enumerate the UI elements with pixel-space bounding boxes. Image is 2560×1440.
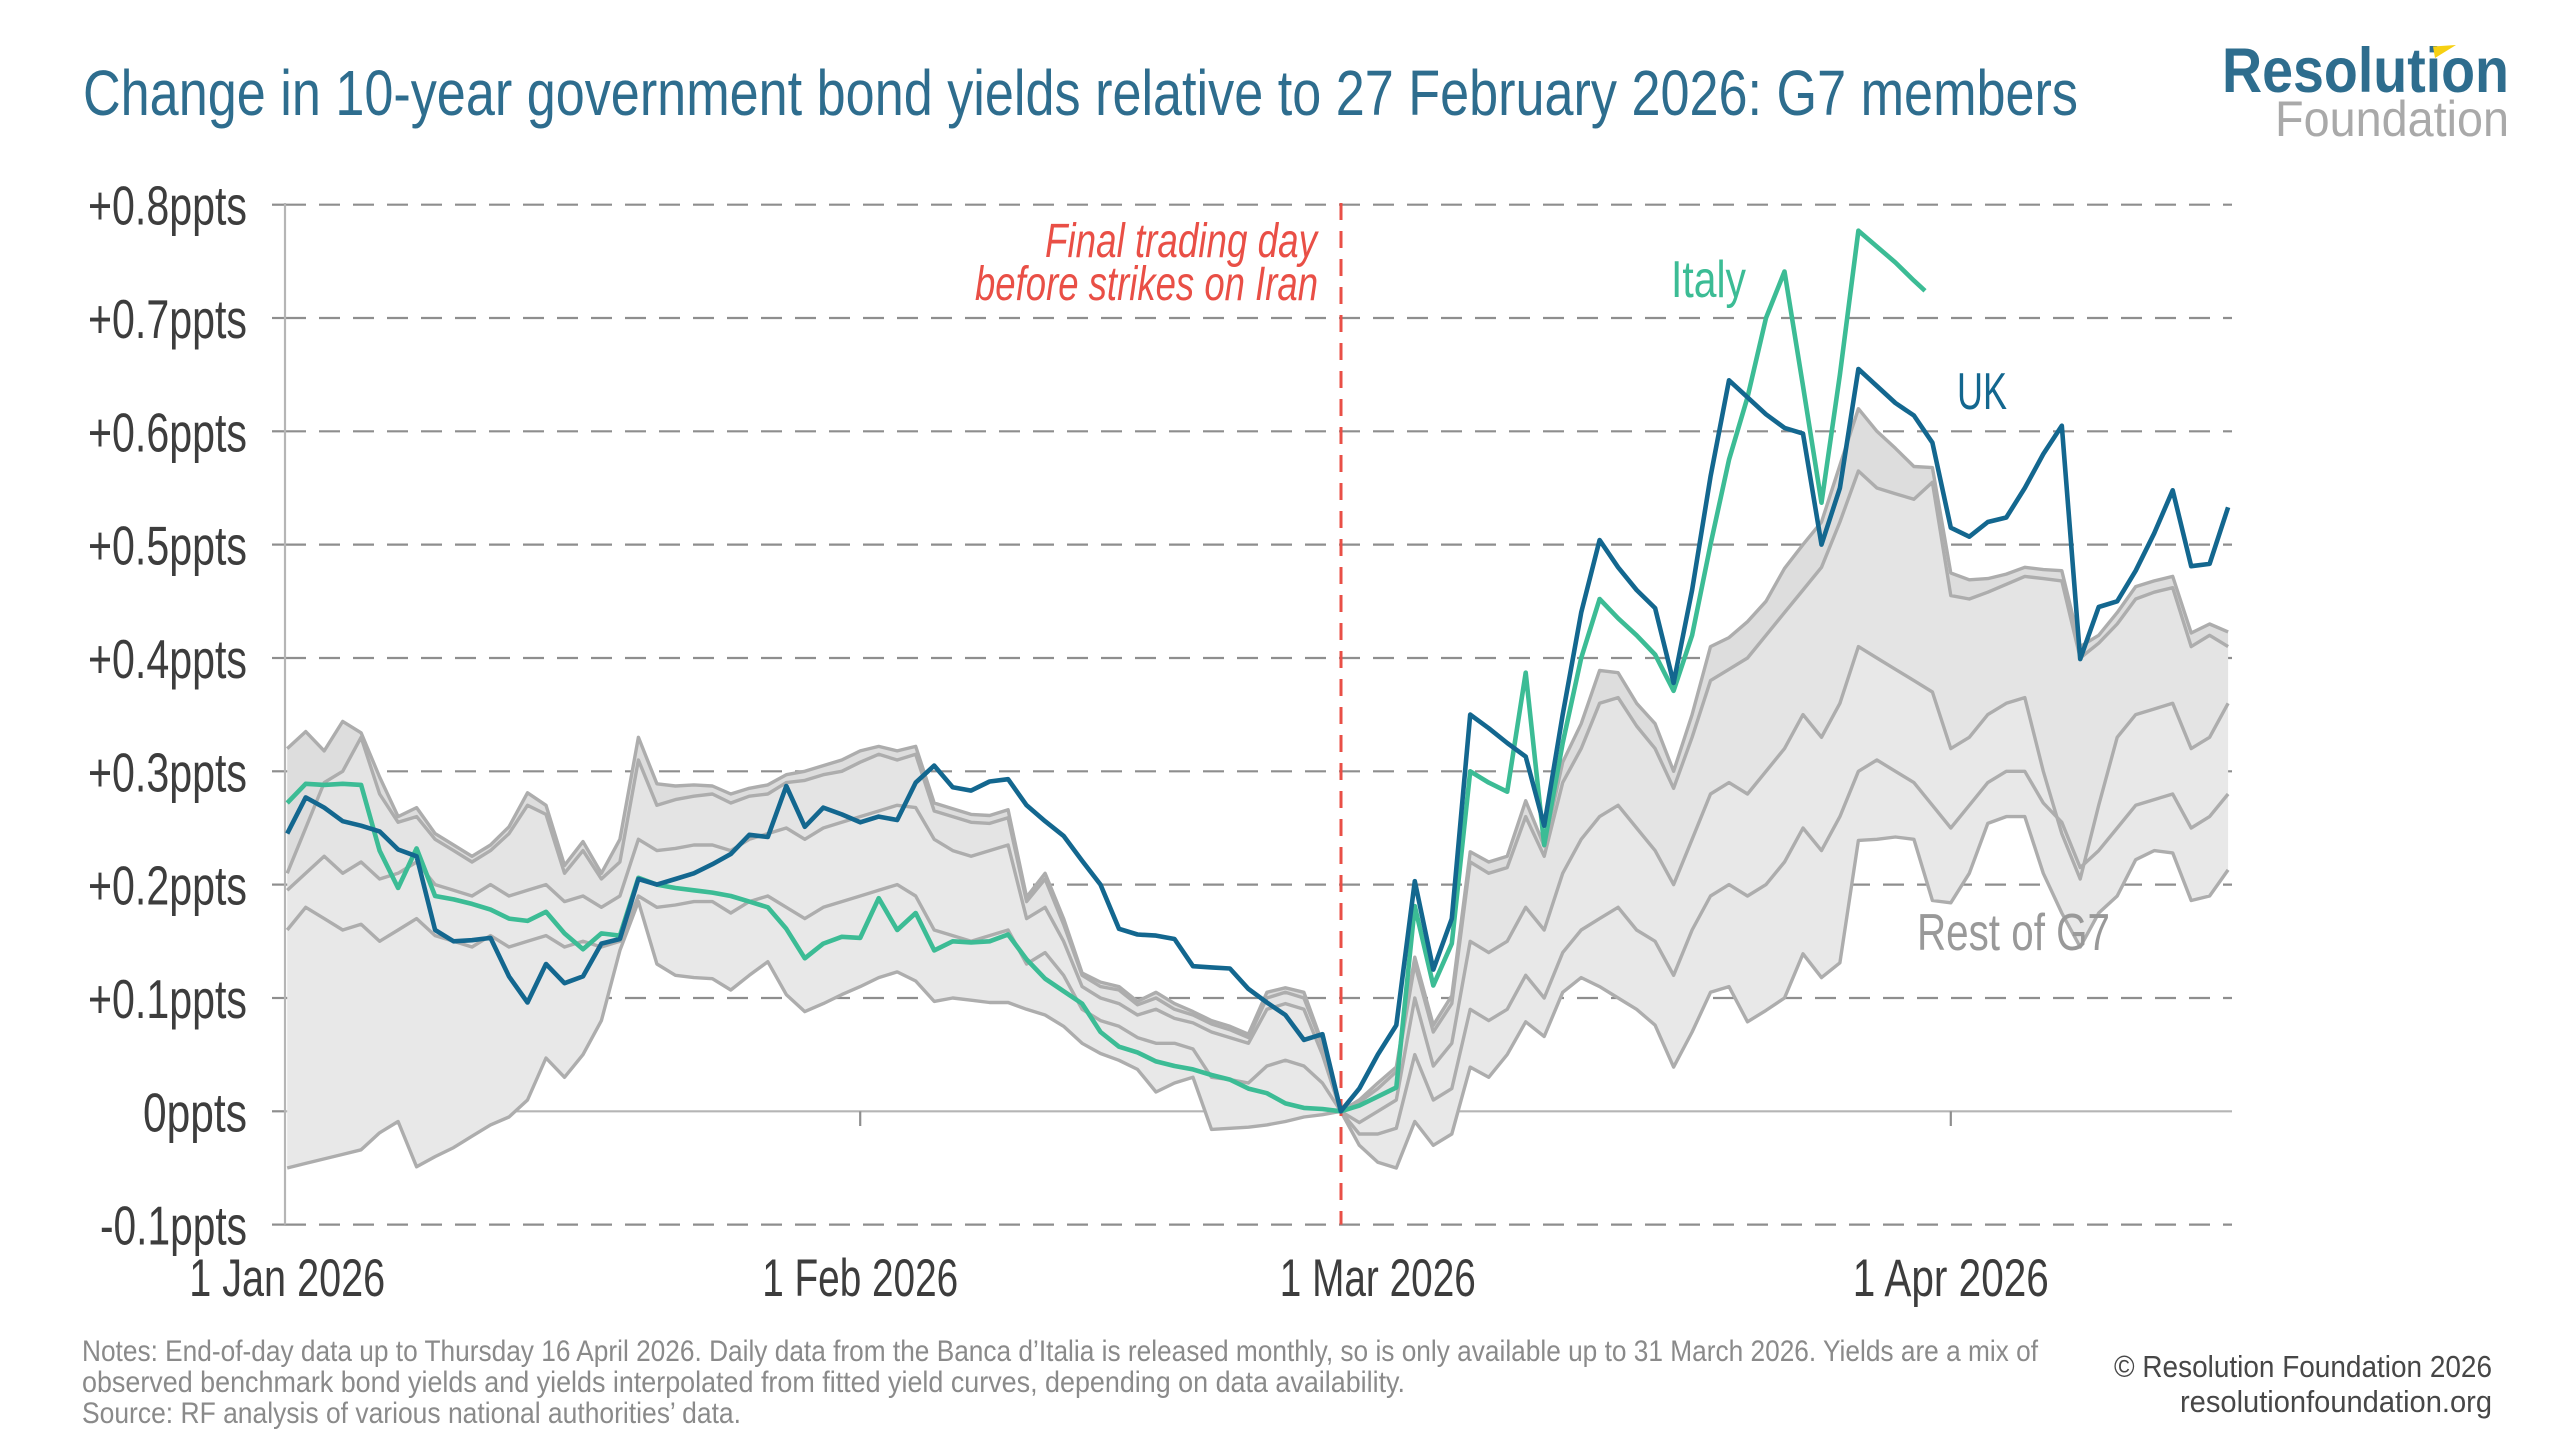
- svg-text:+0.4ppts: +0.4ppts: [88, 628, 247, 690]
- svg-text:1 Apr 2026: 1 Apr 2026: [1853, 1249, 2049, 1308]
- svg-text:resolutionfoundation.org: resolutionfoundation.org: [2180, 1384, 2492, 1419]
- svg-text:1 Jan 2026: 1 Jan 2026: [189, 1249, 385, 1308]
- svg-text:+0.3ppts: +0.3ppts: [88, 741, 247, 803]
- svg-text:Final trading day: Final trading day: [1045, 215, 1319, 268]
- svg-text:Rest of G7: Rest of G7: [1917, 904, 2110, 962]
- svg-text:Foundation: Foundation: [2275, 91, 2509, 147]
- svg-text:0ppts: 0ppts: [143, 1081, 247, 1143]
- svg-text:before strikes on Iran: before strikes on Iran: [975, 258, 1318, 311]
- svg-text:+0.6ppts: +0.6ppts: [88, 401, 247, 463]
- svg-text:+0.7ppts: +0.7ppts: [88, 288, 247, 350]
- svg-text:+0.1ppts: +0.1ppts: [88, 968, 247, 1030]
- svg-text:Notes: End-of-day data up to T: Notes: End-of-day data up to Thursday 16…: [82, 1335, 2039, 1368]
- svg-text:+0.8ppts: +0.8ppts: [88, 175, 247, 237]
- svg-text:+0.5ppts: +0.5ppts: [88, 515, 247, 577]
- svg-text:Italy: Italy: [1671, 251, 1746, 309]
- svg-text:Resolution: Resolution: [2222, 36, 2509, 106]
- svg-text:Change in 10-year government b: Change in 10-year government bond yields…: [83, 57, 2078, 129]
- svg-text:UK: UK: [1957, 363, 2007, 421]
- svg-text:observed benchmark bond yields: observed benchmark bond yields and yield…: [82, 1366, 1405, 1399]
- svg-text:1 Feb 2026: 1 Feb 2026: [762, 1249, 958, 1308]
- svg-text:Source: RF analysis of various: Source: RF analysis of various national …: [82, 1397, 741, 1430]
- svg-text:© Resolution Foundation 2026: © Resolution Foundation 2026: [2114, 1349, 2492, 1384]
- svg-text:-0.1ppts: -0.1ppts: [100, 1195, 247, 1257]
- svg-text:+0.2ppts: +0.2ppts: [88, 855, 247, 917]
- svg-text:1 Mar 2026: 1 Mar 2026: [1280, 1249, 1476, 1308]
